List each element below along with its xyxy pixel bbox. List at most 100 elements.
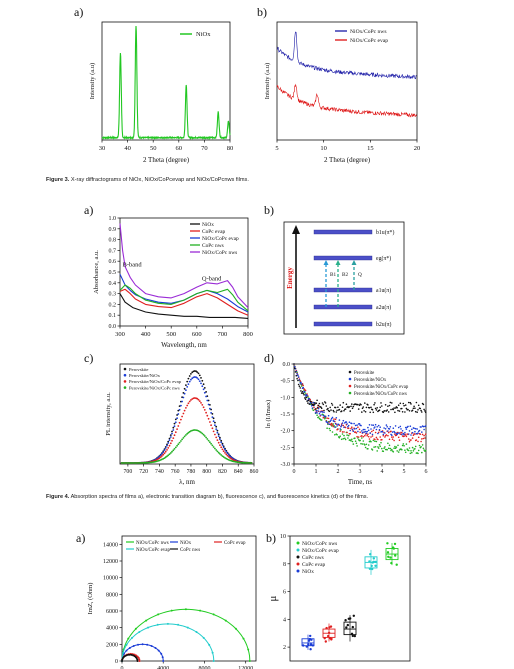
mobility-point [371,561,374,564]
mobility-point [370,564,373,568]
pl-point [134,462,137,464]
kinetics-point [344,426,347,429]
pl-point [164,447,167,449]
kinetics-point [420,446,422,448]
x-tick-label: 400 [141,331,151,338]
pl-point [186,380,189,383]
mobility-point [324,640,327,643]
legend-label: NiOx [180,541,192,546]
pl-point [174,421,177,424]
pl-point [210,442,212,445]
x-tick-label: 2 [337,469,340,475]
kinetics-point [394,433,396,435]
mobility-point [311,644,315,647]
kinetics-point [408,430,411,432]
kinetics-point [300,383,303,385]
energy-label: Energy [286,267,294,289]
legend-label: NiOx/CoPc nws [350,29,387,35]
pl-point [178,421,181,424]
kinetics-point [384,410,386,412]
impedance-point [137,643,139,646]
pl-point [196,371,199,373]
kinetics-point [352,443,355,445]
kinetics-point [296,377,298,380]
pl-point [166,444,168,447]
pl-point [225,450,228,453]
kinetics-point [331,404,334,406]
kinetics-point [305,396,308,399]
kinetics-point [364,446,367,449]
fig5a-panel: a) 0 4000 8000 12000 0 2000 4000 6000 8000 10000 12… [76,528,266,669]
impedance-point [202,636,205,639]
kinetics-point [333,418,335,420]
pl-point [168,437,171,440]
pl-point [214,447,216,450]
pl-point [211,416,214,418]
pl-point [219,438,221,441]
pl-point [187,402,190,405]
pl-point [209,407,211,410]
mobility-point [352,614,355,617]
kinetics-point [397,444,399,447]
kinetics-point [334,418,337,421]
kinetics-point [360,424,362,427]
kinetics-point [391,431,394,433]
impedance-point [212,660,215,662]
mobility-point [308,637,312,641]
kinetics-point [414,445,417,448]
kinetics-point [334,434,336,436]
kinetics-point [409,401,412,404]
kinetics-point [338,436,341,439]
kinetics-point [392,436,395,438]
kinetics-point [350,405,352,408]
kinetics-point [317,404,320,407]
pl-point [169,442,172,445]
energy-level-bar [313,255,373,261]
kinetics-point [370,406,372,409]
energy-level-bar [313,287,373,293]
plot-frame [101,21,231,141]
kinetics-point [357,403,359,406]
kinetics-point [344,408,347,410]
kinetics-point [416,411,418,413]
impedance-point [128,653,131,656]
kinetics-point [383,447,385,449]
pl-point [200,431,202,434]
kinetics-point [311,407,314,409]
kinetics-point [421,444,424,446]
kinetics-point [318,402,321,405]
pl-point [217,433,220,436]
x-axis-label: 2 Theta (degree) [324,156,371,164]
pl-point [172,437,175,439]
pl-point [173,422,176,425]
kinetics-point [420,409,422,412]
x-tick-label: 820 [218,469,227,475]
pl-point [215,436,218,439]
x-tick-label: 300 [115,331,125,338]
kinetics-point [347,425,349,428]
impedance-point [170,609,173,612]
mobility-point [351,634,354,638]
kinetics-point [306,394,308,397]
pl-point [246,462,249,464]
legend-label: Perovskite [129,367,148,372]
kinetics-point [394,407,397,409]
legend-swatch [348,384,352,388]
y-tick-label: 10000 [103,576,118,582]
pl-point [222,450,225,453]
pl-point [185,384,187,386]
kinetics-point [378,409,381,411]
pl-point [167,440,170,443]
legend-swatch [296,562,300,566]
kinetics-point [332,409,335,412]
fig4b-diagram: b) Energy b1u(π*) eg(π*) a1u(π) a2u(π) b2u(π) B… [264,203,405,335]
kinetics-point [302,384,304,387]
kinetics-point [358,428,361,431]
impedance-point [224,619,227,622]
energy-level-label: eg(π*) [376,255,391,262]
pl-point [176,414,178,416]
kinetics-point [322,403,325,406]
pl-point [171,450,173,453]
kinetics-point [331,431,334,433]
kinetics-point [394,411,396,414]
